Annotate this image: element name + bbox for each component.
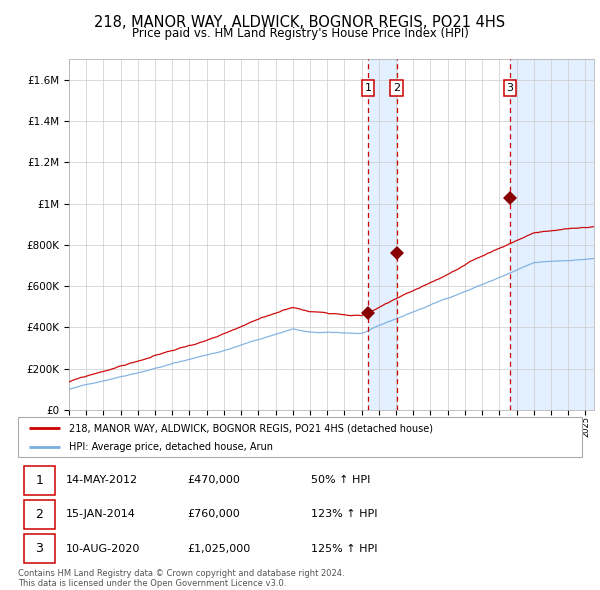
- FancyBboxPatch shape: [23, 466, 55, 494]
- Text: 15-JAN-2014: 15-JAN-2014: [66, 510, 136, 519]
- Text: 50% ↑ HPI: 50% ↑ HPI: [311, 476, 371, 485]
- FancyBboxPatch shape: [23, 500, 55, 529]
- Text: 2: 2: [393, 83, 400, 93]
- Text: £1,025,000: £1,025,000: [187, 544, 250, 553]
- Bar: [510, 59, 594, 410]
- FancyBboxPatch shape: [23, 535, 55, 563]
- Text: 123% ↑ HPI: 123% ↑ HPI: [311, 510, 378, 519]
- Text: 1: 1: [364, 83, 371, 93]
- Bar: [368, 59, 397, 410]
- Text: 218, MANOR WAY, ALDWICK, BOGNOR REGIS, PO21 4HS (detached house): 218, MANOR WAY, ALDWICK, BOGNOR REGIS, P…: [69, 424, 433, 434]
- Text: 218, MANOR WAY, ALDWICK, BOGNOR REGIS, PO21 4HS: 218, MANOR WAY, ALDWICK, BOGNOR REGIS, P…: [94, 15, 506, 30]
- Text: £470,000: £470,000: [187, 476, 240, 485]
- Text: £760,000: £760,000: [187, 510, 240, 519]
- Text: 1: 1: [35, 474, 43, 487]
- Text: HPI: Average price, detached house, Arun: HPI: Average price, detached house, Arun: [69, 442, 273, 452]
- Text: This data is licensed under the Open Government Licence v3.0.: This data is licensed under the Open Gov…: [18, 579, 286, 588]
- FancyBboxPatch shape: [18, 417, 582, 457]
- Text: 3: 3: [35, 542, 43, 555]
- Text: 2: 2: [35, 508, 43, 521]
- Text: 3: 3: [506, 83, 514, 93]
- Text: 125% ↑ HPI: 125% ↑ HPI: [311, 544, 378, 553]
- Text: Contains HM Land Registry data © Crown copyright and database right 2024.: Contains HM Land Registry data © Crown c…: [18, 569, 344, 578]
- Text: 14-MAY-2012: 14-MAY-2012: [66, 476, 138, 485]
- Text: 10-AUG-2020: 10-AUG-2020: [66, 544, 140, 553]
- Text: Price paid vs. HM Land Registry's House Price Index (HPI): Price paid vs. HM Land Registry's House …: [131, 27, 469, 40]
